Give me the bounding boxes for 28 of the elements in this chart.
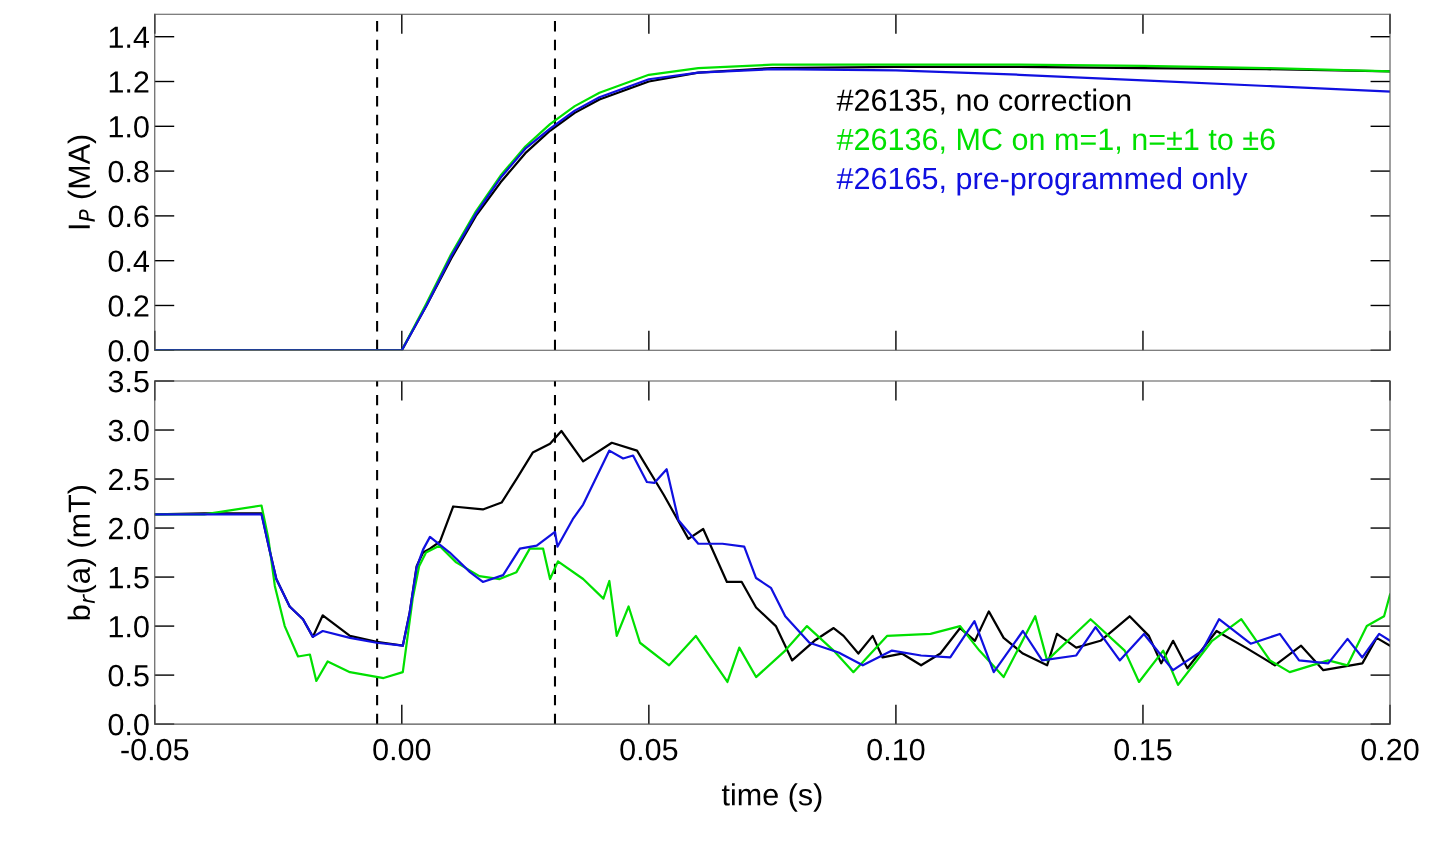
y-tick-label: 2.5 xyxy=(108,468,149,491)
x-tick-label: 0.10 xyxy=(867,738,925,761)
y-tick-label: 0.0 xyxy=(108,713,149,736)
y-axis-title: b$_{r}$(a) (mT) xyxy=(67,485,97,620)
y-tick-label: 1.0 xyxy=(109,116,149,138)
text: #26165, pre-programmed only xyxy=(836,166,1248,196)
y-tick-label: 0.5 xyxy=(108,664,149,687)
y-tick-label: 3.5 xyxy=(108,370,149,393)
y-tick-label: 0.0 xyxy=(108,340,149,362)
y-axis-title: I$_{P}$ (MA) xyxy=(67,135,97,229)
y-tick-label: 0.4 xyxy=(108,250,150,273)
y-tick-label: 0.8 xyxy=(108,160,149,183)
x-tick-label: 0.05 xyxy=(620,738,678,761)
x-tick-label: -0.05 xyxy=(121,738,189,761)
y-tick-label: 2.0 xyxy=(108,517,149,540)
y-tick-label: 1.4 xyxy=(109,26,150,48)
y-tick-label: 1.0 xyxy=(109,615,149,638)
x-axis-title: time (s) xyxy=(721,783,822,812)
series-label: #26136, MC on m=1, n=±1 to ±6 xyxy=(836,128,1275,154)
series-label: #26135, no correction xyxy=(836,88,1131,115)
y-tick-label: 1.2 xyxy=(109,71,149,93)
x-tick-label: 0.20 xyxy=(1361,738,1419,761)
y-tick-label: 0.2 xyxy=(108,295,149,317)
y-tick-label: 0.6 xyxy=(108,205,149,228)
y-tick-label: 3.0 xyxy=(108,419,149,442)
x-tick-label: 0.00 xyxy=(373,738,431,761)
y-tick-label: 1.5 xyxy=(109,567,149,589)
x-tick-label: 0.15 xyxy=(1114,738,1172,761)
